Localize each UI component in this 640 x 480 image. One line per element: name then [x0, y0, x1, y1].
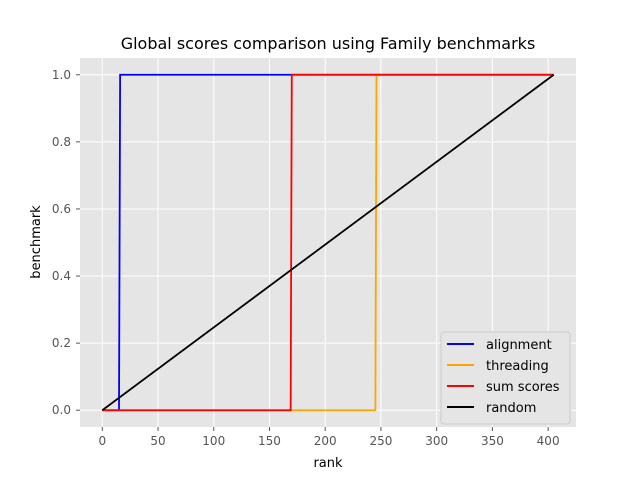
y-tick-label: 0.8	[52, 135, 71, 149]
series-lines	[101, 73, 555, 412]
y-tick-label: 0.6	[52, 202, 71, 216]
y-axis-label: benchmark	[29, 205, 44, 279]
x-tick-label: 150	[258, 434, 281, 448]
x-tick-label: 200	[314, 434, 337, 448]
axis-ticks: 0 50 100 150 200 250 300 350 400 0.0 0.2 0.4 0.6 0.8 1…	[52, 68, 560, 448]
x-tick-label: 100	[202, 434, 225, 448]
legend-box	[440, 331, 571, 425]
legend-label: random	[486, 401, 536, 416]
y-tick-label: 0.2	[52, 336, 71, 350]
x-axis-label: rank	[313, 456, 343, 471]
y-tick-label: 0.0	[52, 403, 71, 417]
x-tick-label: 350	[481, 434, 504, 448]
x-tick-label: 300	[425, 434, 448, 448]
chart-title: Global scores comparison using Family be…	[121, 34, 536, 53]
legend-label: threading	[486, 359, 549, 374]
legend: alignment threading sum scores random	[440, 331, 571, 425]
legend-label: alignment	[486, 338, 552, 353]
legend-label: sum scores	[486, 380, 560, 395]
x-tick-label: 50	[150, 434, 165, 448]
y-tick-label: 0.4	[52, 269, 71, 283]
series-line-random	[101, 74, 555, 411]
x-tick-label: 0	[98, 434, 106, 448]
x-tick-label: 250	[369, 434, 392, 448]
x-tick-label: 400	[537, 434, 560, 448]
series-line-sum-scores	[102, 73, 554, 412]
y-tick-label: 1.0	[52, 68, 71, 82]
